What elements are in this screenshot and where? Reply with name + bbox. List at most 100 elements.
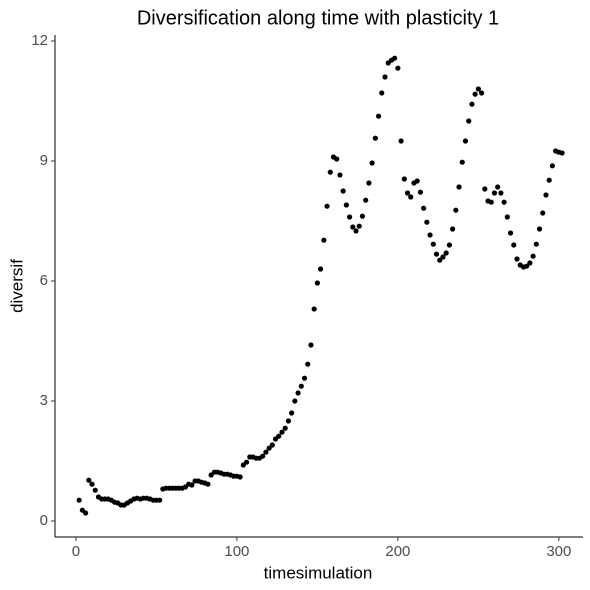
point	[369, 160, 375, 166]
point	[440, 254, 446, 260]
point	[437, 257, 443, 263]
point	[511, 242, 517, 248]
point	[243, 459, 250, 465]
point	[507, 230, 514, 236]
point	[375, 113, 382, 119]
point	[536, 226, 543, 232]
point	[92, 487, 98, 493]
point	[408, 194, 414, 200]
point	[324, 203, 330, 209]
point	[524, 263, 530, 269]
point	[279, 429, 285, 435]
y-tick-label: 9	[40, 152, 48, 169]
point	[382, 74, 388, 80]
point	[314, 280, 320, 286]
point	[327, 169, 333, 175]
point	[462, 138, 469, 144]
chart-title: Diversification along time with plastici…	[137, 7, 499, 29]
point	[424, 219, 430, 225]
point	[276, 433, 282, 439]
point	[285, 418, 292, 424]
point	[401, 176, 407, 182]
point	[82, 510, 89, 516]
point	[356, 223, 362, 229]
y-tick-label: 6	[40, 272, 48, 289]
point	[260, 453, 266, 459]
point	[446, 242, 452, 248]
x-tick-label: 200	[385, 543, 410, 560]
point	[308, 342, 314, 348]
point	[311, 306, 317, 312]
point	[530, 253, 536, 259]
point	[453, 207, 459, 213]
y-tick-label: 3	[40, 392, 48, 409]
point	[498, 190, 504, 196]
point	[488, 199, 494, 205]
point	[459, 159, 465, 165]
point	[414, 178, 420, 184]
point	[392, 55, 398, 61]
point	[456, 184, 462, 190]
point	[472, 91, 478, 97]
point	[205, 481, 211, 487]
point	[466, 118, 472, 124]
point	[430, 241, 436, 247]
point	[263, 449, 269, 455]
point	[292, 398, 298, 404]
point	[189, 482, 195, 488]
point	[86, 477, 92, 483]
x-tick-label: 0	[72, 543, 80, 560]
point	[298, 383, 304, 389]
point	[433, 251, 440, 257]
point	[427, 232, 433, 238]
point	[353, 228, 359, 234]
point	[334, 156, 340, 162]
point	[289, 410, 295, 416]
point	[417, 189, 424, 195]
point	[443, 250, 449, 256]
point	[549, 163, 556, 169]
point	[527, 260, 533, 266]
point	[337, 172, 343, 178]
point	[301, 375, 308, 381]
point	[450, 226, 456, 232]
x-tick-label: 100	[224, 543, 249, 560]
point	[421, 205, 427, 211]
point	[89, 481, 95, 487]
point	[540, 210, 546, 216]
point	[478, 90, 485, 96]
point	[543, 192, 549, 198]
point	[318, 266, 324, 272]
x-tick-label: 300	[546, 543, 571, 560]
point	[343, 202, 349, 208]
point	[282, 425, 288, 431]
point	[346, 214, 353, 220]
point	[363, 197, 369, 203]
point	[469, 101, 475, 107]
point	[514, 256, 520, 262]
point	[157, 497, 163, 503]
point	[501, 199, 507, 205]
y-tick-label: 12	[31, 32, 48, 49]
point	[404, 190, 411, 196]
point	[269, 442, 275, 448]
point	[504, 214, 510, 220]
point	[395, 65, 401, 71]
point	[379, 90, 385, 96]
point	[76, 497, 82, 503]
point	[321, 237, 327, 243]
point	[305, 361, 311, 367]
point	[398, 138, 404, 144]
point	[546, 177, 552, 183]
y-tick-label: 0	[40, 512, 48, 529]
point	[372, 135, 378, 141]
point	[482, 186, 488, 192]
point	[533, 241, 539, 247]
point	[340, 188, 346, 194]
point	[559, 150, 565, 156]
point	[237, 474, 243, 480]
point	[350, 224, 356, 230]
point	[359, 213, 366, 219]
point	[495, 184, 501, 190]
